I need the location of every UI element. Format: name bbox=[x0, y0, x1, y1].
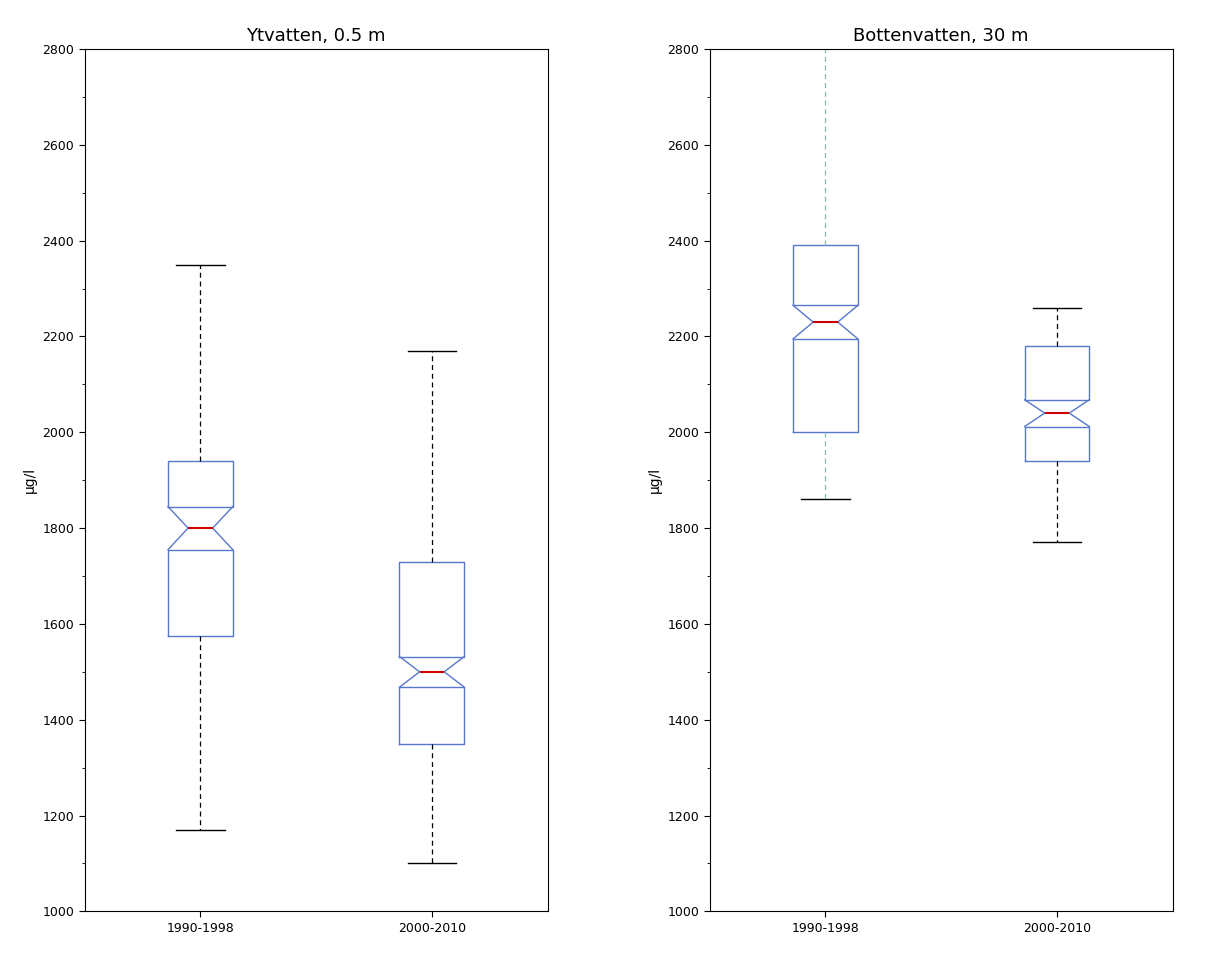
Y-axis label: µg/l: µg/l bbox=[23, 467, 36, 493]
Title: Ytvatten, 0.5 m: Ytvatten, 0.5 m bbox=[247, 26, 386, 45]
Title: Bottenvatten, 30 m: Bottenvatten, 30 m bbox=[854, 26, 1029, 45]
Y-axis label: µg/l: µg/l bbox=[648, 467, 661, 493]
